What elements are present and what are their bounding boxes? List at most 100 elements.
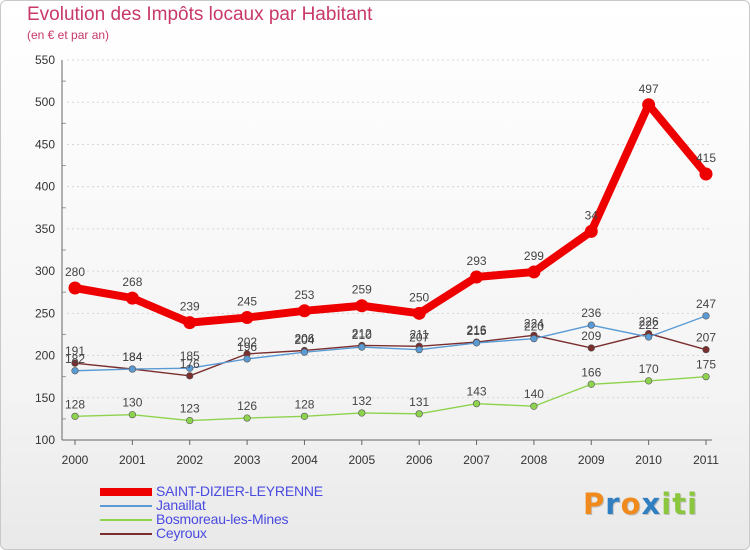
x-tick-label-2009: 2009 bbox=[578, 453, 605, 467]
data-label-bosmoreau-les-mines-2002: 123 bbox=[180, 402, 200, 416]
series-line-saint-dizier-leyrenne bbox=[71, 100, 710, 327]
data-label-bosmoreau-les-mines-2005: 132 bbox=[352, 394, 372, 408]
data-point-janaillat-2009 bbox=[587, 321, 595, 329]
data-label-bosmoreau-les-mines-2009: 166 bbox=[581, 365, 601, 379]
data-point-saint-dizier-leyrenne-2004 bbox=[297, 304, 311, 318]
logo-letter: i bbox=[661, 487, 673, 521]
data-point-janaillat-2003 bbox=[243, 355, 251, 363]
y-tick-label-100: 100 bbox=[35, 433, 55, 447]
data-label-saint-dizier-leyrenne-2003: 245 bbox=[237, 295, 257, 309]
data-point-saint-dizier-leyrenne-2000 bbox=[68, 281, 82, 295]
axis-layer: 100 150 200 250 300 350 400 450 500 550 2000 2001 20… bbox=[35, 53, 719, 467]
data-label-saint-dizier-leyrenne-2007: 293 bbox=[467, 254, 487, 268]
y-tick-label-500: 500 bbox=[35, 95, 55, 109]
data-label-janaillat-2007: 215 bbox=[467, 324, 487, 338]
data-label-saint-dizier-leyrenne-2006: 250 bbox=[409, 290, 429, 304]
logo-letter: t bbox=[672, 487, 688, 521]
legend-label-ceyroux: Ceyroux bbox=[156, 525, 207, 541]
data-point-janaillat-2002 bbox=[186, 364, 194, 372]
data-label-janaillat-2008: 220 bbox=[524, 320, 544, 334]
data-label-ceyroux-2000: 191 bbox=[65, 344, 85, 358]
legend-item-saint-dizier-leyrenne: SAINT-DIZIER-LEYRENNE bbox=[100, 483, 400, 499]
legend-item-janaillat: Janaillat bbox=[100, 497, 400, 513]
logo-letter: x bbox=[641, 487, 662, 521]
y-tick-label-250: 250 bbox=[35, 306, 55, 320]
data-label-saint-dizier-leyrenne-2011: 415 bbox=[696, 151, 716, 165]
x-tick-label-2005: 2005 bbox=[348, 453, 375, 467]
y-tick-label-550: 550 bbox=[35, 53, 55, 67]
data-label-janaillat-2005: 210 bbox=[352, 328, 372, 342]
data-point-bosmoreau-les-mines-2004 bbox=[300, 412, 309, 420]
data-point-ceyroux-2009 bbox=[587, 344, 595, 352]
chart-title: Evolution des Impôts locaux par Habitant bbox=[27, 4, 373, 25]
data-point-saint-dizier-leyrenne-2007 bbox=[470, 270, 484, 284]
data-label-bosmoreau-les-mines-2008: 140 bbox=[524, 387, 544, 401]
legend-swatch-ceyroux bbox=[100, 533, 152, 535]
data-label-janaillat-2004: 204 bbox=[294, 333, 314, 347]
data-label-ceyroux-2007: 216 bbox=[467, 323, 487, 337]
data-point-janaillat-2007 bbox=[472, 339, 481, 347]
data-label-ceyroux-2008: 224 bbox=[524, 316, 544, 330]
y-tick-label-150: 150 bbox=[35, 391, 55, 405]
data-point-saint-dizier-leyrenne-2011 bbox=[699, 167, 713, 181]
data-label-saint-dizier-leyrenne-2001: 268 bbox=[122, 275, 142, 289]
data-point-janaillat-2000 bbox=[71, 367, 79, 375]
data-label-ceyroux-2001: 184 bbox=[122, 350, 142, 364]
x-tick-label-2002: 2002 bbox=[176, 453, 203, 467]
data-label-janaillat-2010: 222 bbox=[639, 318, 659, 332]
data-point-saint-dizier-leyrenne-2009 bbox=[584, 224, 598, 238]
data-label-ceyroux-2004: 206 bbox=[294, 331, 314, 345]
data-point-bosmoreau-les-mines-2009 bbox=[587, 380, 595, 388]
legend-swatch-saint-dizier-leyrenne bbox=[100, 488, 152, 496]
data-label-saint-dizier-leyrenne-2000: 280 bbox=[65, 265, 85, 279]
y-tick-label-450: 450 bbox=[35, 137, 55, 151]
legend-swatch-janaillat bbox=[100, 505, 152, 507]
data-label-bosmoreau-les-mines-2003: 126 bbox=[237, 399, 257, 413]
data-label-saint-dizier-leyrenne-2002: 239 bbox=[180, 300, 200, 314]
data-label-ceyroux-2010: 226 bbox=[639, 315, 659, 329]
data-label-bosmoreau-les-mines-2000: 128 bbox=[65, 397, 85, 411]
data-point-janaillat-2010 bbox=[645, 333, 653, 341]
x-tick-label-2010: 2010 bbox=[635, 453, 662, 467]
data-label-ceyroux-2006: 211 bbox=[410, 327, 429, 341]
data-point-bosmoreau-les-mines-2002 bbox=[186, 416, 194, 425]
data-label-ceyroux-2009: 209 bbox=[581, 329, 601, 343]
x-tick-label-2008: 2008 bbox=[521, 453, 548, 467]
legend-item-bosmoreau-les-mines: Bosmoreau-les-Mines bbox=[100, 511, 400, 527]
data-label-layer: 280 268 239 245 253 259 250 293 299 34 497 415 182 18… bbox=[65, 82, 716, 416]
y-tick-label-200: 200 bbox=[35, 349, 55, 363]
data-point-janaillat-2001 bbox=[128, 365, 136, 373]
series-line-janaillat bbox=[74, 315, 707, 372]
data-label-bosmoreau-les-mines-2006: 131 bbox=[409, 395, 429, 409]
data-label-bosmoreau-les-mines-2011: 175 bbox=[696, 358, 716, 372]
data-point-bosmoreau-les-mines-2003 bbox=[243, 414, 251, 422]
data-label-ceyroux-2002: 176 bbox=[180, 357, 200, 371]
y-tick-label-400: 400 bbox=[35, 180, 55, 194]
legend-label-janaillat: Janaillat bbox=[156, 497, 206, 513]
data-point-ceyroux-2000 bbox=[71, 359, 79, 367]
data-point-saint-dizier-leyrenne-2005 bbox=[355, 299, 369, 313]
data-label-saint-dizier-leyrenne-2010: 497 bbox=[639, 82, 659, 96]
data-label-janaillat-2009: 236 bbox=[581, 306, 601, 320]
data-label-bosmoreau-les-mines-2004: 128 bbox=[294, 397, 314, 411]
data-label-bosmoreau-les-mines-2010: 170 bbox=[639, 362, 659, 376]
series-line-bosmoreau-les-mines bbox=[74, 375, 707, 422]
logo-letter: i bbox=[687, 487, 699, 521]
data-point-ceyroux-2002 bbox=[186, 372, 194, 380]
data-label-saint-dizier-leyrenne-2009: 34 bbox=[585, 208, 599, 222]
logo-letter: r bbox=[605, 487, 621, 521]
data-point-bosmoreau-les-mines-2011 bbox=[702, 373, 710, 381]
data-label-janaillat-2003: 196 bbox=[237, 340, 257, 354]
legend-label-saint-dizier-leyrenne: SAINT-DIZIER-LEYRENNE bbox=[156, 483, 323, 499]
legend-item-ceyroux: Ceyroux bbox=[100, 525, 400, 541]
data-point-saint-dizier-leyrenne-2002 bbox=[183, 316, 197, 330]
data-point-janaillat-2011 bbox=[702, 312, 710, 320]
data-point-saint-dizier-leyrenne-2006 bbox=[412, 306, 426, 320]
data-point-saint-dizier-leyrenne-2008 bbox=[527, 265, 541, 279]
data-point-janaillat-2006 bbox=[415, 346, 423, 354]
data-label-ceyroux-2003: 202 bbox=[237, 335, 257, 349]
x-tick-label-2006: 2006 bbox=[406, 453, 433, 467]
proxiti-logo: Proxiti bbox=[583, 487, 698, 521]
